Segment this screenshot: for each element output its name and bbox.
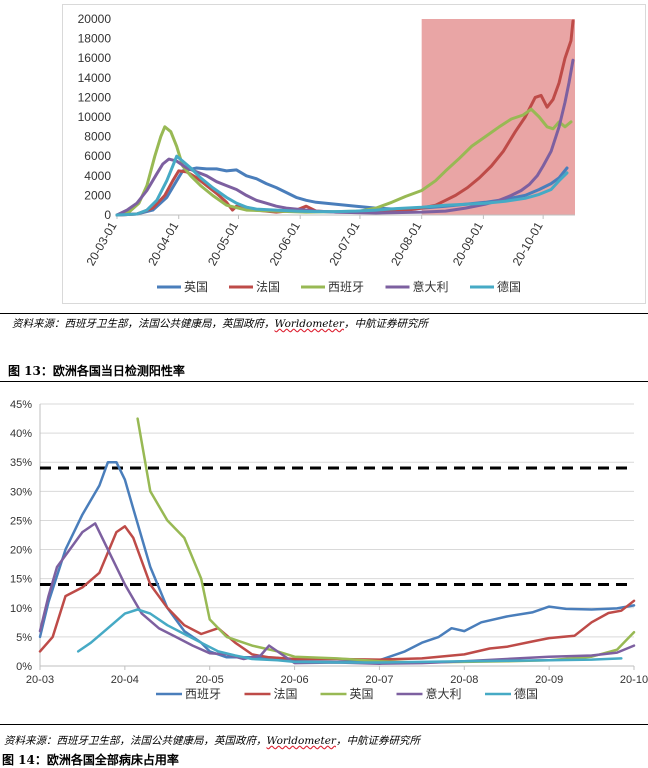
- x-tick-label: 20-06-01: [267, 219, 303, 268]
- source-part-worldometer: Worldometer: [274, 318, 344, 330]
- y-tick-label: 6000: [84, 149, 111, 163]
- bottom-source-text: 资料来源：西班牙卫生部，法国公共健康局，英国政府，Worldometer，中航证…: [4, 733, 420, 748]
- highlight-region: [421, 19, 575, 215]
- legend-label: 法国: [256, 280, 280, 294]
- y-tick-label: 2000: [84, 188, 111, 202]
- y-tick-label: 0: [104, 208, 111, 222]
- bottom-source-rule: [0, 724, 648, 725]
- y-tick-label: 40%: [10, 428, 32, 440]
- top-chart-frame: 0 2000 4000 6000 8000 10000 12000 14000 16000 180…: [62, 4, 646, 304]
- y-tick-label: 4000: [84, 169, 111, 183]
- y-tick-label: 0%: [16, 661, 32, 673]
- legend-label: 英国: [184, 280, 208, 294]
- x-tick-label: 20-09: [535, 674, 563, 686]
- y-tick-label: 10000: [78, 110, 112, 124]
- legend-label: 意大利: [426, 686, 462, 701]
- x-tick-label: 20-03-01: [83, 219, 119, 268]
- source-part-3: ，中航证券研究所: [335, 735, 420, 747]
- y-tick-label: 45%: [10, 399, 32, 411]
- legend-label: 西班牙: [185, 687, 221, 701]
- x-tick-label: 20-06: [281, 674, 309, 686]
- y-tick-label: 18000: [78, 32, 112, 46]
- legend-label: 德国: [514, 686, 538, 701]
- top-source-rule: [0, 313, 648, 314]
- y-tick-label: 10%: [10, 603, 32, 615]
- x-tick-label: 20-05-01: [205, 219, 241, 268]
- y-tick-label: 12000: [78, 90, 112, 104]
- y-tick-label: 30%: [10, 486, 32, 498]
- fig13-title: 图 13：欧洲各国当日检测阳性率: [8, 364, 185, 378]
- x-tick-label: 20-04: [111, 674, 139, 686]
- y-tick-label: 8000: [84, 130, 111, 144]
- series-line-germany: [76, 608, 623, 664]
- legend-label: 西班牙: [328, 280, 364, 294]
- source-part-3: ，中航证券研究所: [343, 318, 428, 330]
- legend-label: 英国: [350, 687, 374, 701]
- x-tick-label: 20-09-01: [450, 219, 486, 268]
- legend-label: 德国: [497, 279, 521, 294]
- source-part-1: 资料来源：西班牙卫生部，法国公共健康局，英国政府，: [4, 735, 267, 747]
- source-part-1: 资料来源：西班牙卫生部，法国公共健康局，英国政府，: [12, 318, 275, 330]
- series-line-uk: [38, 460, 636, 664]
- y-tick-label: 25%: [10, 515, 32, 527]
- y-tick-label: 35%: [10, 457, 32, 469]
- x-tick-label: 20-10: [620, 674, 648, 686]
- y-tick-label: 20%: [10, 545, 32, 557]
- y-tick-label: 14000: [78, 71, 112, 85]
- y-tick-label: 20000: [78, 12, 112, 26]
- x-tick-label: 20-03: [26, 674, 54, 686]
- top-source-text: 资料来源：西班牙卫生部，法国公共健康局，英国政府，Worldometer，中航证…: [12, 316, 428, 331]
- series-line-germany: [115, 154, 569, 217]
- x-tick-label: 20-10-01: [510, 219, 546, 268]
- positivity-rate-chart: 0% 5% 10% 15% 20% 25% 30% 35% 40% 45% 20-03 20-04 20…: [10, 399, 648, 701]
- source-part-worldometer: Worldometer: [266, 735, 336, 747]
- legend-label: 意大利: [413, 279, 449, 294]
- x-tick-label: 20-07-01: [326, 219, 362, 268]
- top-line-chart: 0 2000 4000 6000 8000 10000 12000 14000 16000 180…: [78, 12, 575, 294]
- x-tick-label: 20-08-01: [388, 219, 424, 268]
- series-line-spain: [136, 417, 636, 664]
- x-tick-label: 20-05: [196, 674, 224, 686]
- y-tick-label: 15%: [10, 574, 32, 586]
- y-tick-label: 5%: [16, 632, 32, 644]
- x-tick-label: 20-04-01: [145, 219, 181, 268]
- fig14-title: 图 14：欧洲各国全部病床占用率: [2, 753, 179, 767]
- x-tick-label: 20-08: [450, 674, 478, 686]
- y-tick-label: 16000: [78, 51, 112, 65]
- fig13-top-rule: [0, 381, 648, 382]
- series-line-italy: [38, 522, 636, 665]
- x-tick-label: 20-07: [365, 674, 393, 686]
- legend-label: 法国: [274, 687, 298, 701]
